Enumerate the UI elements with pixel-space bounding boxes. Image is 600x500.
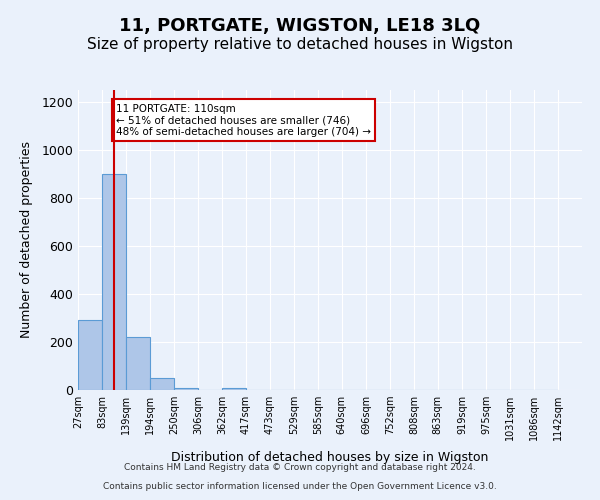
Text: Contains public sector information licensed under the Open Government Licence v3: Contains public sector information licen… xyxy=(103,482,497,491)
Y-axis label: Number of detached properties: Number of detached properties xyxy=(20,142,33,338)
Bar xyxy=(78,320,102,390)
Bar xyxy=(150,378,174,390)
Text: Contains HM Land Registry data © Crown copyright and database right 2024.: Contains HM Land Registry data © Crown c… xyxy=(124,464,476,472)
Bar xyxy=(174,388,198,390)
Bar xyxy=(222,388,246,390)
Text: Size of property relative to detached houses in Wigston: Size of property relative to detached ho… xyxy=(87,38,513,52)
Bar xyxy=(102,174,126,390)
X-axis label: Distribution of detached houses by size in Wigston: Distribution of detached houses by size … xyxy=(172,452,488,464)
Bar xyxy=(126,337,151,390)
Text: 11, PORTGATE, WIGSTON, LE18 3LQ: 11, PORTGATE, WIGSTON, LE18 3LQ xyxy=(119,18,481,36)
Text: 11 PORTGATE: 110sqm
← 51% of detached houses are smaller (746)
48% of semi-detac: 11 PORTGATE: 110sqm ← 51% of detached ho… xyxy=(116,104,371,136)
